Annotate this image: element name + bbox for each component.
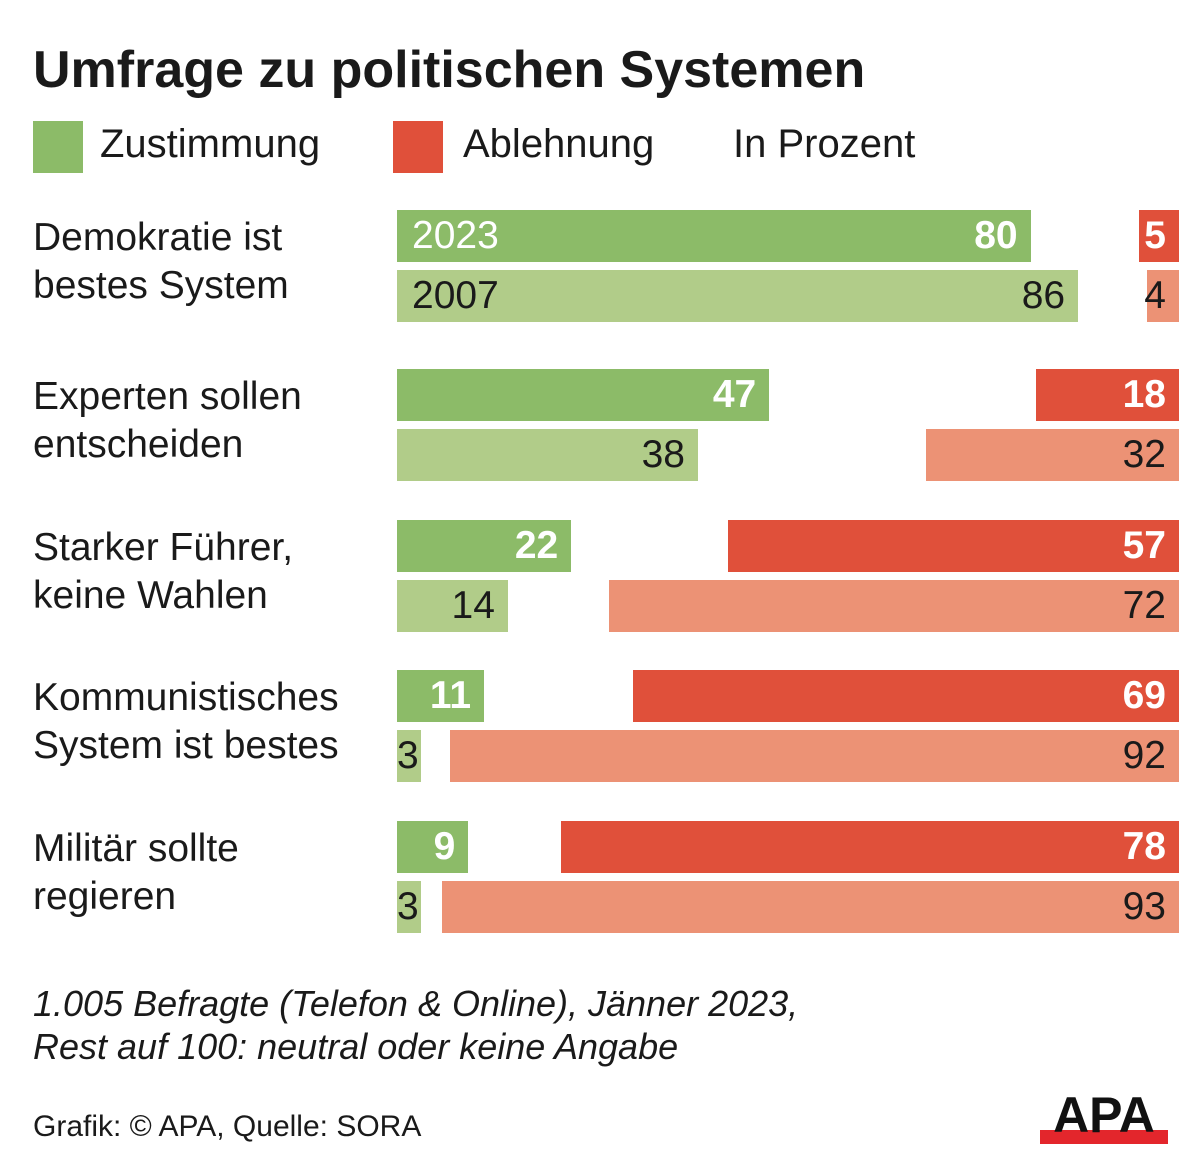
value-label: 80: [974, 214, 1018, 257]
zustimmung-bar-2007: [397, 881, 421, 933]
value-label: 9: [433, 825, 456, 868]
zustimmung-bar-2023: [397, 821, 469, 873]
category-label: Demokratie ist bestes System: [33, 216, 289, 307]
value-label: 18: [1122, 373, 1166, 416]
ablehnung-bar-2023: [632, 670, 1179, 722]
zustimmung-bar-2007: [397, 429, 698, 481]
zustimmung-bar-2023: [397, 210, 1031, 262]
value-label: 86: [1021, 274, 1066, 317]
value-label: 38: [641, 433, 685, 476]
zustimmung-bar-2007: [397, 730, 421, 782]
ablehnung-bar-2023: [727, 520, 1179, 572]
value-label: 22: [514, 524, 559, 567]
value-label: 57: [1122, 524, 1166, 567]
value-label: 5: [1144, 214, 1166, 257]
category-label: Militär sollte regieren: [33, 827, 239, 918]
value-label: 92: [1122, 734, 1166, 777]
chart-title: Umfrage zu politischen Systemen: [33, 41, 866, 99]
value-label: 11: [429, 674, 472, 717]
legend-label-ablehnung: Ablehnung: [463, 122, 655, 166]
zustimmung-bar-2007: [397, 580, 508, 632]
value-label: 47: [712, 373, 757, 416]
zustimmung-bar-2023: [397, 369, 770, 421]
value-label: 3: [397, 885, 419, 928]
footnote: 1.005 Befragte (Telefon & Online), Jänne…: [33, 983, 799, 1067]
category-label: Starker Führer, keine Wahlen: [33, 526, 294, 617]
legend-label-zustimmung: Zustimmung: [100, 122, 321, 166]
svg-text:APA: APA: [1053, 1090, 1155, 1143]
value-label: 69: [1122, 674, 1166, 717]
year-label-2007: 2007: [412, 274, 499, 317]
value-label: 93: [1122, 885, 1166, 928]
zustimmung-bar-2023: [397, 670, 485, 722]
ablehnung-bar-2007: [1147, 270, 1179, 322]
ablehnung-bar-2007: [450, 730, 1179, 782]
apa-logo: APA: [1040, 1090, 1168, 1144]
value-label: 78: [1122, 825, 1166, 868]
category-label: Kommunistisches System ist bestes: [33, 676, 339, 767]
zustimmung-bar-2023: [397, 520, 572, 572]
year-label-2023: 2023: [412, 214, 499, 257]
ablehnung-bar-2023: [561, 821, 1179, 873]
zustimmung-bar-2007: [397, 270, 1079, 322]
ablehnung-bar-2023: [1036, 369, 1179, 421]
ablehnung-bar-2023: [1139, 210, 1179, 262]
value-label: 4: [1144, 274, 1166, 317]
unit-label: In Prozent: [733, 122, 916, 166]
legend-swatch-zustimmung: [33, 121, 83, 173]
ablehnung-bar-2007: [925, 429, 1179, 481]
value-label: 72: [1122, 584, 1166, 627]
value-label: 32: [1122, 433, 1166, 476]
ablehnung-bar-2007: [442, 881, 1179, 933]
value-label: 3: [397, 734, 419, 777]
legend-swatch-ablehnung: [393, 121, 443, 173]
value-label: 14: [451, 584, 495, 627]
category-label: Experten sollen entscheiden: [33, 375, 302, 466]
source-credit: Grafik: © APA, Quelle: SORA: [33, 1110, 422, 1143]
ablehnung-bar-2007: [608, 580, 1179, 632]
